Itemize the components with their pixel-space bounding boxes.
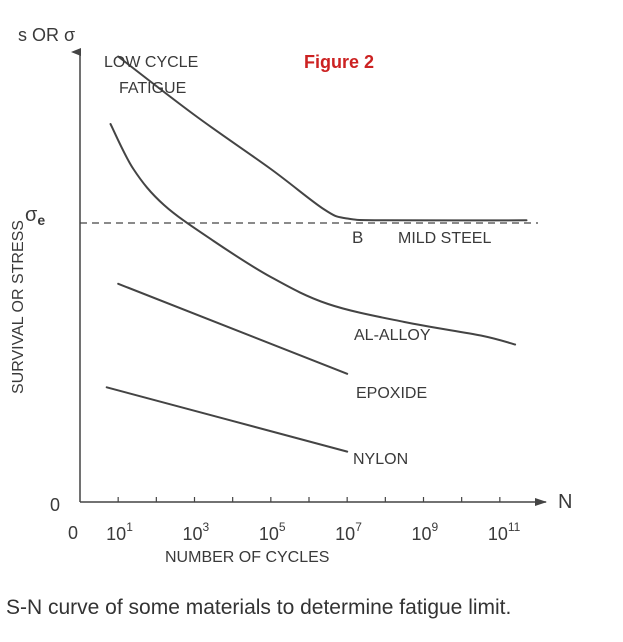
- x-tick-label-exponent: 5: [279, 520, 286, 534]
- low-cycle-label: LOW CYCLE: [104, 54, 198, 71]
- y-zero-label: 0: [50, 495, 60, 515]
- x-tick-label-exponent: 11: [508, 520, 521, 534]
- series-line-nylon: [105, 386, 349, 453]
- series-label-epoxide: EPOXIDE: [356, 385, 427, 402]
- x-tick-label-base: 10: [183, 524, 203, 544]
- x-tick-label: 105: [259, 520, 286, 544]
- x-tick-label-exponent: 7: [355, 520, 362, 534]
- chart-title: Figure 2: [304, 52, 374, 72]
- point-b-label: B: [352, 228, 363, 247]
- series-label-mild-steel: MILD STEEL: [398, 230, 491, 247]
- x-tick-label-base: 10: [412, 524, 432, 544]
- x-tick-label: 101: [106, 520, 133, 544]
- y-axis-label: SURVIVAL OR STRESS: [10, 220, 27, 394]
- series-label-al-alloy: AL-ALLOY: [354, 327, 431, 344]
- series-line-mild-steel: [117, 55, 528, 222]
- x-axis-symbol: N: [558, 491, 572, 513]
- sigma-subscript: e: [37, 212, 45, 228]
- x-tick-label-exponent: 9: [432, 520, 439, 534]
- sigma-symbol: σ: [25, 204, 38, 226]
- series-lines: [105, 55, 528, 453]
- x-tick-label-base: 10: [106, 524, 126, 544]
- x-tick-label-base: 10: [259, 524, 279, 544]
- series-line-al-alloy: [109, 123, 517, 346]
- x-tick-label: 103: [183, 520, 210, 544]
- x-tick-label-exponent: 3: [203, 520, 210, 534]
- x-zero-label: 0: [68, 523, 78, 543]
- series-label-nylon: NYLON: [353, 451, 408, 468]
- series-line-epoxide: [117, 282, 349, 375]
- x-tick-label: 1011: [488, 520, 521, 544]
- x-axis-label: NUMBER OF CYCLES: [165, 549, 329, 566]
- x-tick-label-base: 10: [488, 524, 508, 544]
- x-tick-marks: [117, 497, 501, 502]
- y-axis-title: s OR σ: [18, 25, 75, 45]
- fatigue-limit-label: σe: [25, 204, 45, 228]
- x-tick-labels: 101 103 105 107 109 1011: [106, 520, 520, 544]
- x-tick-label: 109: [412, 520, 439, 544]
- x-tick-label-exponent: 1: [126, 520, 133, 534]
- fatigue-label: FATIGUE: [119, 80, 186, 97]
- x-tick-label: 107: [335, 520, 362, 544]
- figure-caption: S-N curve of some materials to determine…: [6, 596, 512, 619]
- x-tick-label-base: 10: [335, 524, 355, 544]
